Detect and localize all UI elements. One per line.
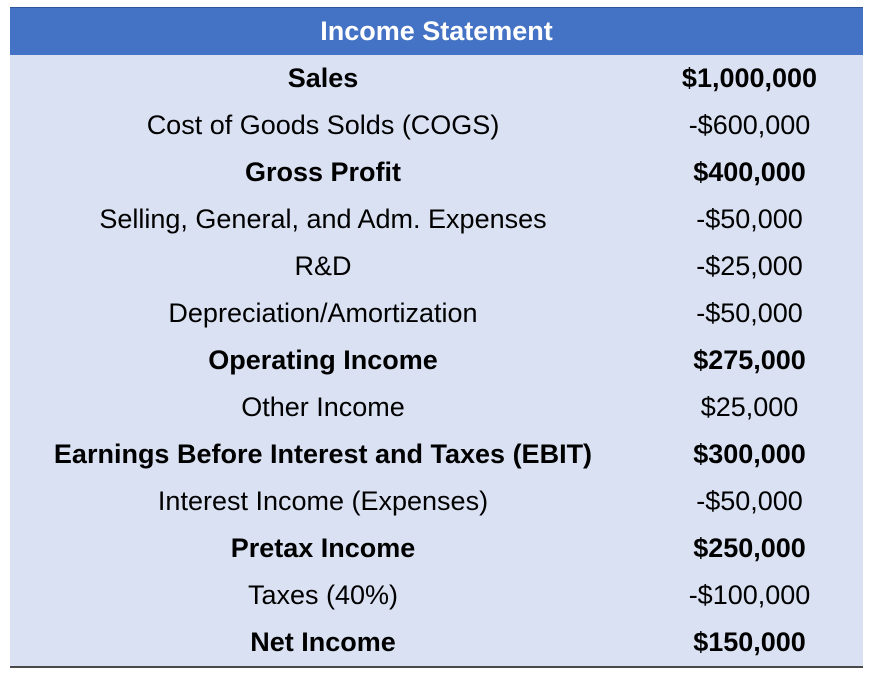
table-row: Net Income $150,000 [10, 619, 863, 666]
table-row: Operating Income $275,000 [10, 337, 863, 384]
row-label: Other Income [241, 392, 405, 422]
table-row: Earnings Before Interest and Taxes (EBIT… [10, 431, 863, 478]
row-value: $400,000 [693, 157, 806, 187]
row-value: -$50,000 [696, 486, 803, 516]
row-value: $300,000 [693, 439, 806, 469]
row-label: R&D [294, 251, 352, 281]
table-row: Taxes (40%) -$100,000 [10, 572, 863, 619]
table-row: R&D -$25,000 [10, 243, 863, 290]
income-statement-table: Income Statement Sales $1,000,000 Cost o… [10, 7, 863, 668]
row-label: Interest Income (Expenses) [157, 486, 489, 516]
row-value: $250,000 [693, 533, 806, 563]
row-label: Cost of Goods Solds (COGS) [146, 110, 500, 140]
row-label: Depreciation/Amortization [168, 298, 478, 328]
table-row: Pretax Income $250,000 [10, 525, 863, 572]
row-label: Selling, General, and Adm. Expenses [99, 204, 547, 234]
table-title: Income Statement [10, 7, 863, 55]
table-row: Depreciation/Amortization -$50,000 [10, 290, 863, 337]
row-label: Taxes (40%) [247, 580, 399, 610]
row-value: $150,000 [693, 627, 806, 657]
table-row: Cost of Goods Solds (COGS) -$600,000 [10, 102, 863, 149]
table-row: Other Income $25,000 [10, 384, 863, 431]
table-row: Interest Income (Expenses) -$50,000 [10, 478, 863, 525]
row-label: Sales [287, 63, 359, 93]
row-label: Net Income [250, 627, 396, 657]
row-label: Operating Income [208, 345, 438, 375]
row-value: $1,000,000 [681, 63, 818, 93]
row-value: -$25,000 [696, 251, 803, 281]
row-value: -$100,000 [688, 580, 811, 610]
row-label: Earnings Before Interest and Taxes (EBIT… [53, 439, 593, 469]
row-value: -$600,000 [688, 110, 811, 140]
table-row: Sales $1,000,000 [10, 55, 863, 102]
row-value: -$50,000 [696, 298, 803, 328]
table-row: Gross Profit $400,000 [10, 149, 863, 196]
row-value: $25,000 [700, 392, 799, 422]
row-label: Pretax Income [230, 533, 416, 563]
table-body: Sales $1,000,000 Cost of Goods Solds (CO… [10, 55, 863, 668]
row-value: -$50,000 [696, 204, 803, 234]
table-row: Selling, General, and Adm. Expenses -$50… [10, 196, 863, 243]
row-value: $275,000 [693, 345, 806, 375]
row-label: Gross Profit [244, 157, 402, 187]
